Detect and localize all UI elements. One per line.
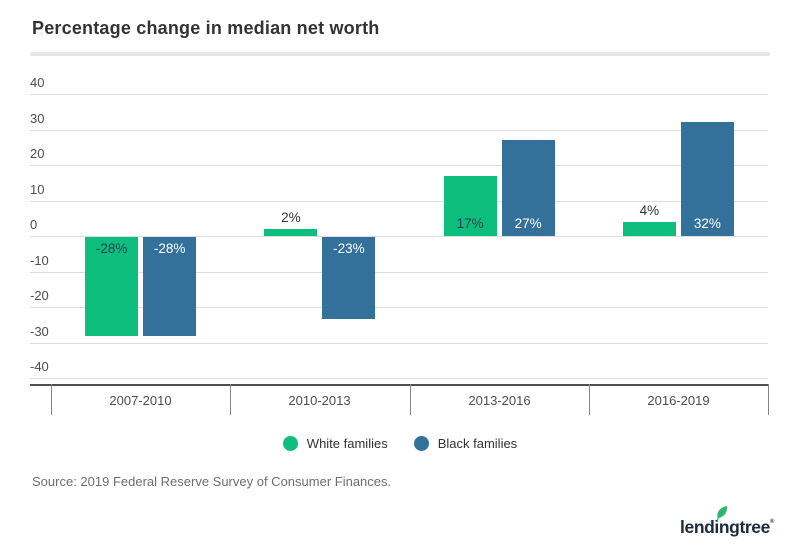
y-axis-tick-label: -40 xyxy=(30,359,49,374)
bar-value-label: 32% xyxy=(693,216,721,231)
y-axis-tick-label: 30 xyxy=(30,111,45,126)
x-axis-category-label: 2016-2019 xyxy=(647,393,710,408)
leaf-icon xyxy=(716,506,727,522)
x-axis-category-label: 2010-2013 xyxy=(288,393,351,408)
legend-dot-blue xyxy=(413,435,429,451)
gridline xyxy=(30,165,768,166)
x-axis-category-label: 2007-2010 xyxy=(109,393,172,408)
bar-value-label: 27% xyxy=(514,216,542,231)
logo-text: lendingtree xyxy=(680,517,770,537)
bar-white-families-2013-2016 xyxy=(443,176,497,236)
trademark-mark: ® xyxy=(769,519,774,525)
bar-value-label: 17% xyxy=(456,216,484,231)
bar-value-label: 4% xyxy=(639,203,660,218)
bar-black-families-2010-2013 xyxy=(322,237,376,319)
x-axis-tick xyxy=(230,384,231,415)
y-axis-tick-label: -20 xyxy=(30,288,49,303)
legend-label: Black families xyxy=(437,435,518,451)
gridline xyxy=(30,94,768,95)
gridline xyxy=(30,343,768,344)
y-axis-tick-label: 20 xyxy=(30,146,45,161)
gridline xyxy=(30,236,768,237)
gridline xyxy=(30,201,768,202)
gridline xyxy=(30,378,768,379)
title-divider xyxy=(30,52,770,56)
x-axis-category-label: 2013-2016 xyxy=(468,393,531,408)
bar-black-families-2007-2010 xyxy=(143,237,197,336)
legend-item-black-families: Black families xyxy=(413,435,518,451)
bar-value-label: -28% xyxy=(95,241,128,256)
legend-label: White families xyxy=(306,435,388,451)
y-axis-tick-label: 10 xyxy=(30,182,45,197)
x-axis-tick xyxy=(410,384,411,415)
x-axis-tick xyxy=(589,384,590,415)
bar-white-families-2016-2019 xyxy=(622,222,676,236)
gridline xyxy=(30,272,768,273)
bar-value-label: -28% xyxy=(153,241,186,256)
x-axis-tick xyxy=(51,384,52,415)
x-axis-line xyxy=(30,384,768,386)
bar-black-families-2013-2016 xyxy=(501,140,555,236)
gridline xyxy=(30,130,768,131)
chart-title: Percentage change in median net worth xyxy=(32,18,380,38)
source-note: Source: 2019 Federal Reserve Survey of C… xyxy=(32,474,392,489)
y-axis-tick-label: 0 xyxy=(30,217,38,232)
chart-legend: White families Black families xyxy=(0,434,800,452)
gridline xyxy=(30,307,768,308)
y-axis-tick-label: 40 xyxy=(30,75,45,90)
bar-white-families-2007-2010 xyxy=(85,237,139,336)
legend-dot-green xyxy=(282,435,298,451)
bar-white-families-2010-2013 xyxy=(264,229,318,236)
bar-value-label: 2% xyxy=(281,210,301,225)
y-axis-tick-label: -30 xyxy=(30,324,49,339)
lendingtree-logo: lendingtree® xyxy=(680,506,774,537)
y-axis-tick-label: -10 xyxy=(30,253,49,268)
bar-value-label: -23% xyxy=(333,241,365,256)
legend-item-white-families: White families xyxy=(282,435,388,451)
x-axis-tick xyxy=(768,384,769,415)
bar-black-families-2016-2019 xyxy=(680,122,734,236)
